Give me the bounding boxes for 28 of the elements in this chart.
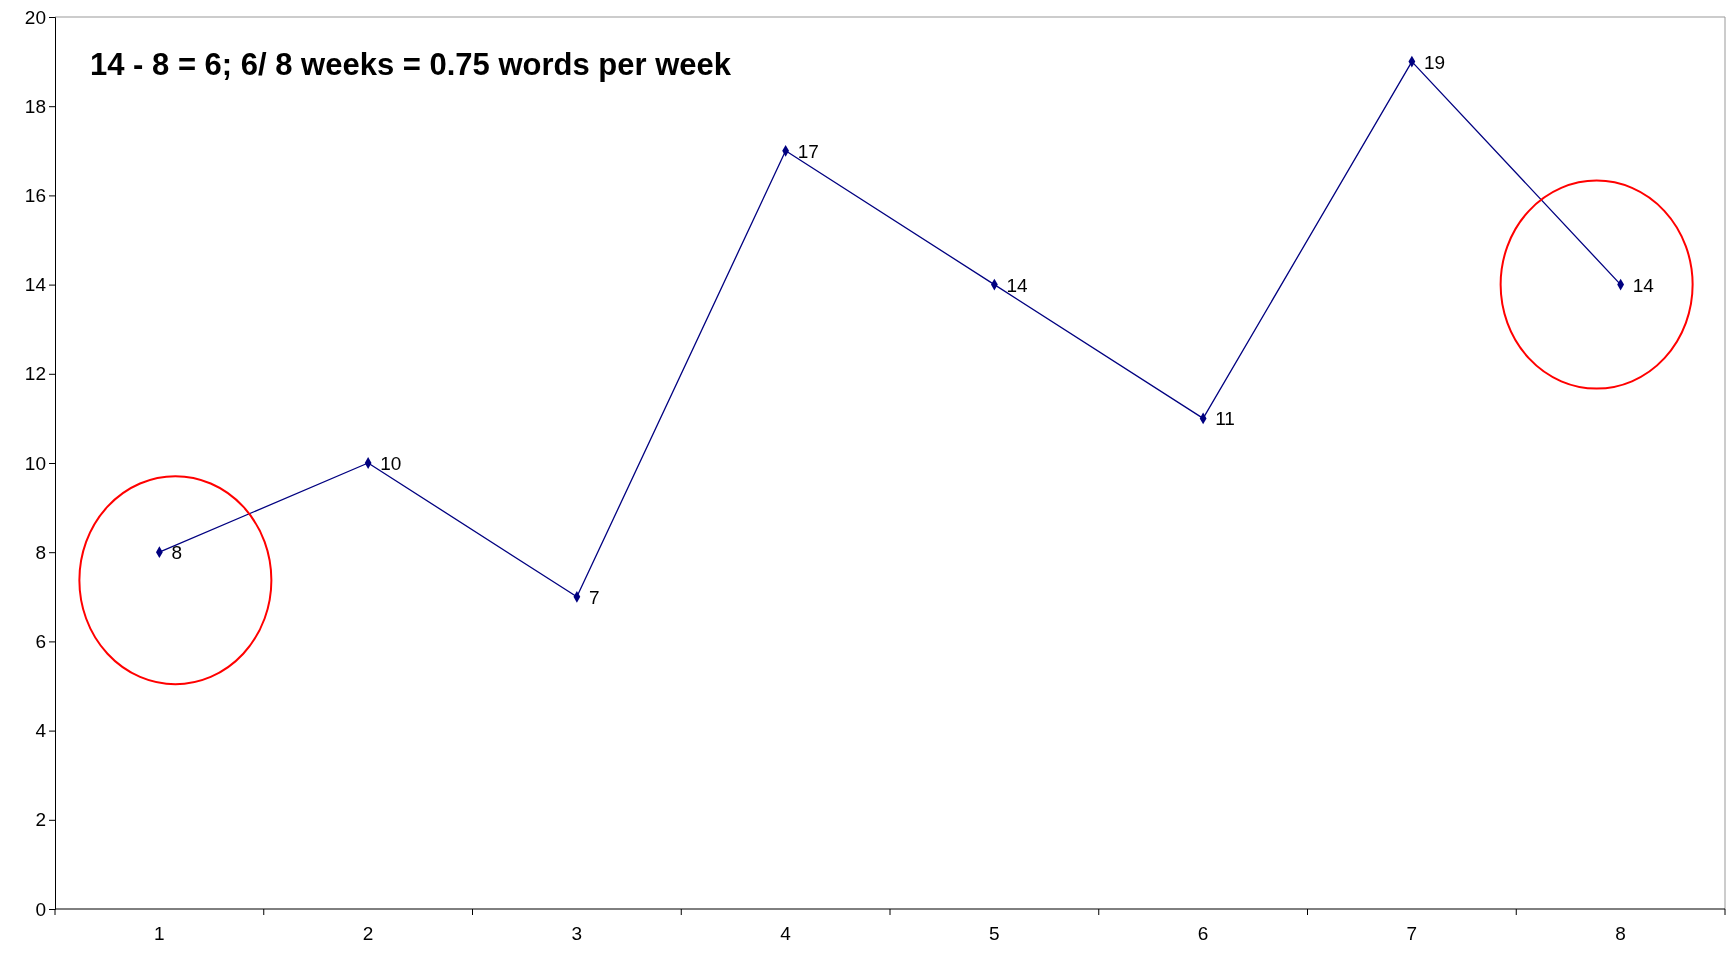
y-tick-label: 12 [24,363,46,385]
x-tick-label: 2 [362,923,374,944]
data-label: 14 [1632,274,1655,296]
data-label: 8 [171,542,182,564]
y-tick-label: 4 [35,720,47,742]
x-tick-label: 5 [989,923,1000,944]
x-tick-label: 1 [154,923,165,944]
data-label: 19 [1423,51,1446,73]
y-tick-label: 20 [24,6,46,28]
annotation: 14 - 8 = 6; 6/ 8 weeks = 0.75 words per week [90,47,732,82]
data-label: 11 [1215,408,1235,430]
y-tick-label: 18 [24,95,46,117]
data-label: 14 [1006,274,1028,296]
y-tick-label: 14 [24,274,47,296]
y-tick-label: 8 [35,541,46,563]
y-tick-label: 2 [35,809,46,831]
y-tick-label: 6 [35,630,46,652]
x-tick-label: 8 [1615,923,1626,944]
y-tick-label: 10 [24,452,46,474]
data-label: 7 [588,586,600,608]
y-tick-label: 16 [24,184,46,206]
data-label: 17 [797,140,819,162]
x-tick-label: 4 [780,923,792,944]
x-tick-label: 6 [1197,923,1209,944]
x-tick-label: 7 [1406,923,1418,944]
y-tick-label: 0 [35,898,46,920]
data-label: 10 [380,453,402,474]
x-tick-label: 3 [571,923,583,944]
